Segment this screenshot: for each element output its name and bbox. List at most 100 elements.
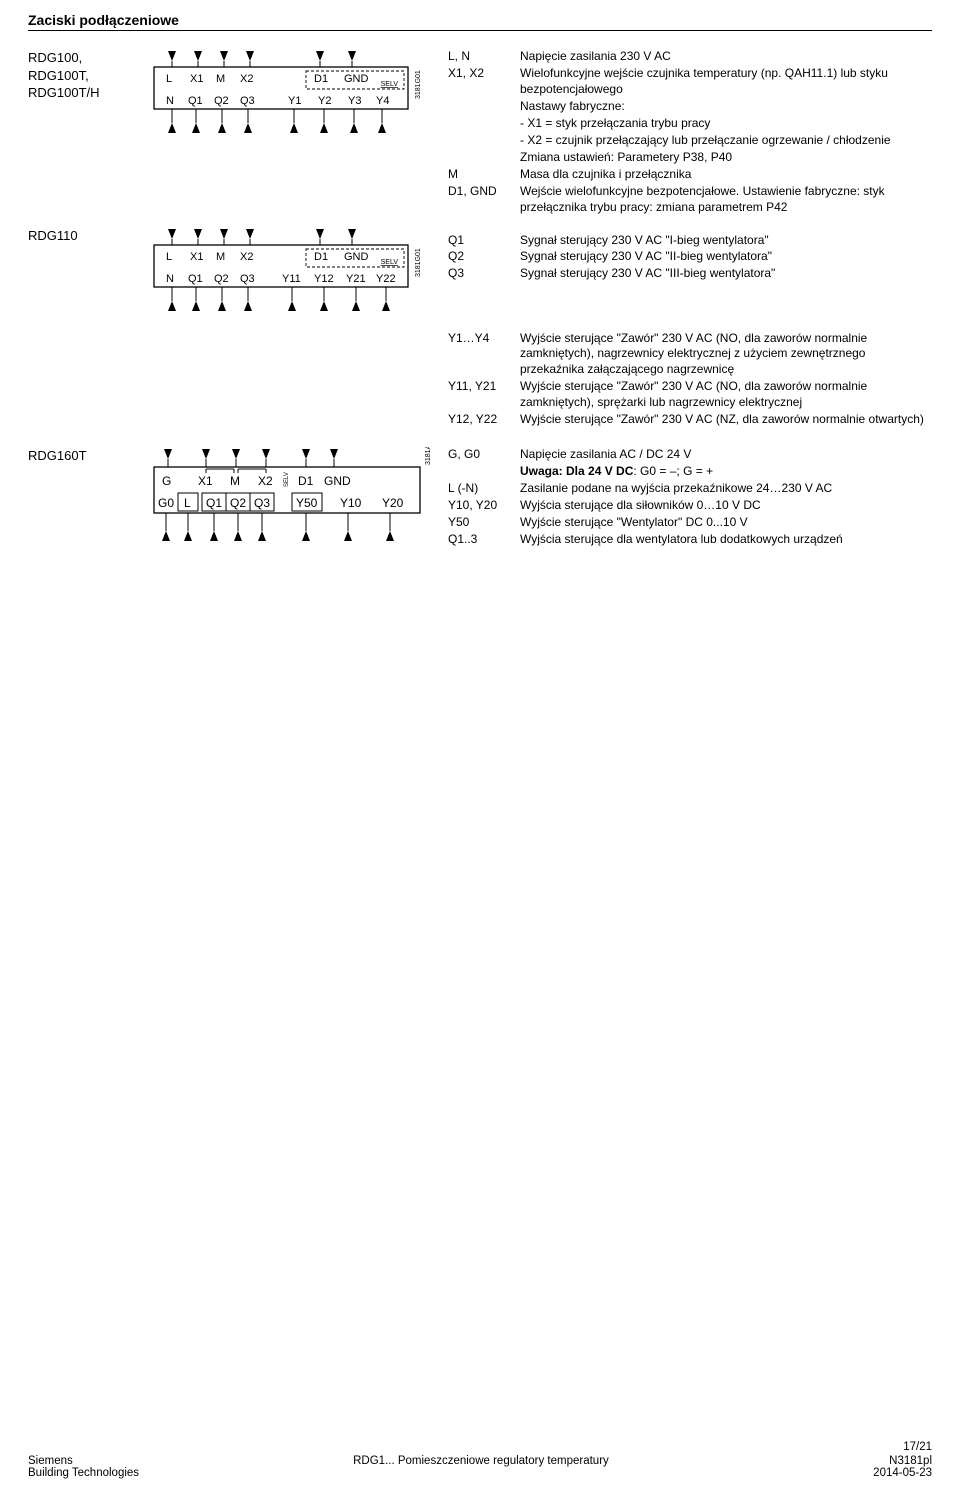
svg-text:M: M	[230, 474, 240, 488]
def-row: Q1Sygnał sterujący 230 V AC "I-bieg went…	[448, 233, 932, 249]
def-term	[448, 150, 520, 166]
def-term: Y12, Y22	[448, 412, 520, 428]
model-label-1: RDG100, RDG100T, RDG100T/H	[28, 49, 148, 102]
def-desc: Wielofunkcyjne wejście czujnika temperat…	[520, 66, 932, 98]
page-title: Zaciski podłączeniowe	[28, 12, 932, 31]
svg-text:Q3: Q3	[254, 496, 270, 510]
def-row: Zmiana ustawień: Parametery P38, P40	[448, 150, 932, 166]
svg-text:G: G	[162, 474, 171, 488]
def-desc: Sygnał sterujący 230 V AC "II-bieg wenty…	[520, 249, 932, 265]
def-desc: Sygnał sterujący 230 V AC "I-bieg wentyl…	[520, 233, 932, 249]
svg-text:D1: D1	[314, 73, 328, 85]
def-term: G, G0	[448, 447, 520, 463]
def-row: L (-N)Zasilanie podane na wyjścia przeka…	[448, 481, 932, 497]
def-row: Q3Sygnał sterujący 230 V AC "III-bieg we…	[448, 266, 932, 282]
svg-text:Y20: Y20	[382, 496, 404, 510]
def-desc: Nastawy fabryczne:	[520, 99, 932, 115]
svg-text:3181G01: 3181G01	[415, 248, 422, 277]
svg-text:Q3: Q3	[240, 95, 255, 107]
def-desc: Wyjście sterujące "Wentylator" DC 0...10…	[520, 515, 932, 531]
def-term: L, N	[448, 49, 520, 65]
svg-text:X1: X1	[198, 474, 213, 488]
svg-text:N: N	[166, 273, 174, 285]
svg-text:Q2: Q2	[230, 496, 246, 510]
def-term: M	[448, 167, 520, 183]
svg-text:Y22: Y22	[376, 273, 396, 285]
def-row: Y50Wyjście sterujące "Wentylator" DC 0..…	[448, 515, 932, 531]
diagram-3: SELV GX1MX2 D1GND G0LQ1Q2Q3 Y50Y10Y20	[148, 447, 438, 543]
def-term: Q1	[448, 233, 520, 249]
def-row: L, NNapięcie zasilania 230 V AC	[448, 49, 932, 65]
svg-text:M: M	[216, 73, 225, 85]
svg-text:Q1: Q1	[206, 496, 222, 510]
svg-text:X2: X2	[240, 73, 253, 85]
def-desc: - X1 = styk przełączania trybu pracy	[520, 116, 932, 132]
section-rdg160t: RDG160T SELV GX1MX2 D1GND G0LQ1Q2Q3 Y50Y…	[28, 447, 932, 549]
footer-left-1: Siemens	[28, 1455, 73, 1467]
def-row: - X2 = czujnik przełączający lub przełąc…	[448, 133, 932, 149]
svg-text:L: L	[166, 73, 172, 85]
section-rdg100: RDG100, RDG100T, RDG100T/H SELV L X1 M X2 D…	[28, 49, 932, 217]
svg-text:Y12: Y12	[314, 273, 334, 285]
svg-text:X1: X1	[190, 251, 203, 263]
svg-text:L: L	[184, 496, 191, 510]
svg-text:X1: X1	[190, 73, 203, 85]
def-term: Y11, Y21	[448, 379, 520, 411]
def-desc: Zmiana ustawień: Parametery P38, P40	[520, 150, 932, 166]
svg-text:GND: GND	[324, 474, 351, 488]
svg-text:Y4: Y4	[376, 95, 389, 107]
model-label-3: RDG160T	[28, 447, 148, 465]
def-desc: Wejście wielofunkcyjne bezpotencjałowe. …	[520, 184, 932, 216]
page-number: 17/21	[28, 1441, 932, 1453]
def-term	[448, 133, 520, 149]
footer-center: RDG1... Pomieszczeniowe regulatory tempe…	[353, 1455, 609, 1467]
def-desc: Napięcie zasilania AC / DC 24 V	[520, 447, 932, 463]
def-row: Uwaga: Dla 24 V DC: G0 = –; G = +	[448, 464, 932, 480]
svg-text:Q3: Q3	[240, 273, 255, 285]
svg-text:G0: G0	[158, 496, 174, 510]
svg-text:Y50: Y50	[296, 496, 318, 510]
def-row: D1, GNDWejście wielofunkcyjne bezpotencj…	[448, 184, 932, 216]
svg-text:Q2: Q2	[214, 273, 229, 285]
svg-text:L: L	[166, 251, 172, 263]
def-desc: Zasilanie podane na wyjścia przekaźnikow…	[520, 481, 932, 497]
svg-text:GND: GND	[344, 73, 369, 85]
footer-right-2: 2014-05-23	[873, 1467, 932, 1479]
svg-text:D1: D1	[298, 474, 314, 488]
diagram-1: SELV LX1MX2 D1GND NQ1Q2Q3 Y1Y2Y3Y4	[148, 49, 438, 135]
def-desc: Uwaga: Dla 24 V DC: G0 = –; G = +	[520, 464, 932, 480]
def-desc: - X2 = czujnik przełączający lub przełąc…	[520, 133, 932, 149]
def-desc: Napięcie zasilania 230 V AC	[520, 49, 932, 65]
page-footer: 17/21 Siemens RDG1... Pomieszczeniowe re…	[28, 1441, 932, 1479]
def-term: Y50	[448, 515, 520, 531]
def-row: Nastawy fabryczne:	[448, 99, 932, 115]
def-term	[448, 116, 520, 132]
def-term: D1, GND	[448, 184, 520, 216]
svg-text:X2: X2	[258, 474, 273, 488]
definitions-3: Y1…Y4Wyjście sterujące "Zawór" 230 V AC …	[438, 331, 932, 430]
def-term: Q2	[448, 249, 520, 265]
section-rdg110: RDG110 SELV LX1MX2 D1GND NQ1Q2Q3 Y11Y12Y…	[28, 227, 932, 313]
def-term	[448, 464, 520, 480]
side-label-1: 3181G01	[415, 70, 422, 99]
def-row: Y12, Y22Wyjście sterujące "Zawór" 230 V …	[448, 412, 932, 428]
def-term: Y10, Y20	[448, 498, 520, 514]
def-desc: Wyjście sterujące "Zawór" 230 V AC (NO, …	[520, 379, 932, 411]
def-desc: Wyjście sterujące "Zawór" 230 V AC (NO, …	[520, 331, 932, 379]
def-desc: Masa dla czujnika i przełącznika	[520, 167, 932, 183]
svg-text:SELV: SELV	[381, 259, 399, 266]
diagram-2: SELV LX1MX2 D1GND NQ1Q2Q3 Y11Y12Y21Y22	[148, 227, 438, 313]
svg-text:M: M	[216, 251, 225, 263]
def-row: - X1 = styk przełączania trybu pracy	[448, 116, 932, 132]
footer-right-1: N3181pl	[889, 1455, 932, 1467]
def-row: Y1…Y4Wyjście sterujące "Zawór" 230 V AC …	[448, 331, 932, 379]
selv-label: SELV	[381, 81, 399, 88]
svg-text:Y3: Y3	[348, 95, 361, 107]
def-row: Q2Sygnał sterujący 230 V AC "II-bieg wen…	[448, 249, 932, 265]
svg-text:Y10: Y10	[340, 496, 362, 510]
def-row: X1, X2Wielofunkcyjne wejście czujnika te…	[448, 66, 932, 98]
svg-text:D1: D1	[314, 251, 328, 263]
def-term: Y1…Y4	[448, 331, 520, 379]
definitions-2: Q1Sygnał sterujący 230 V AC "I-bieg went…	[438, 233, 932, 284]
svg-text:Y1: Y1	[288, 95, 301, 107]
